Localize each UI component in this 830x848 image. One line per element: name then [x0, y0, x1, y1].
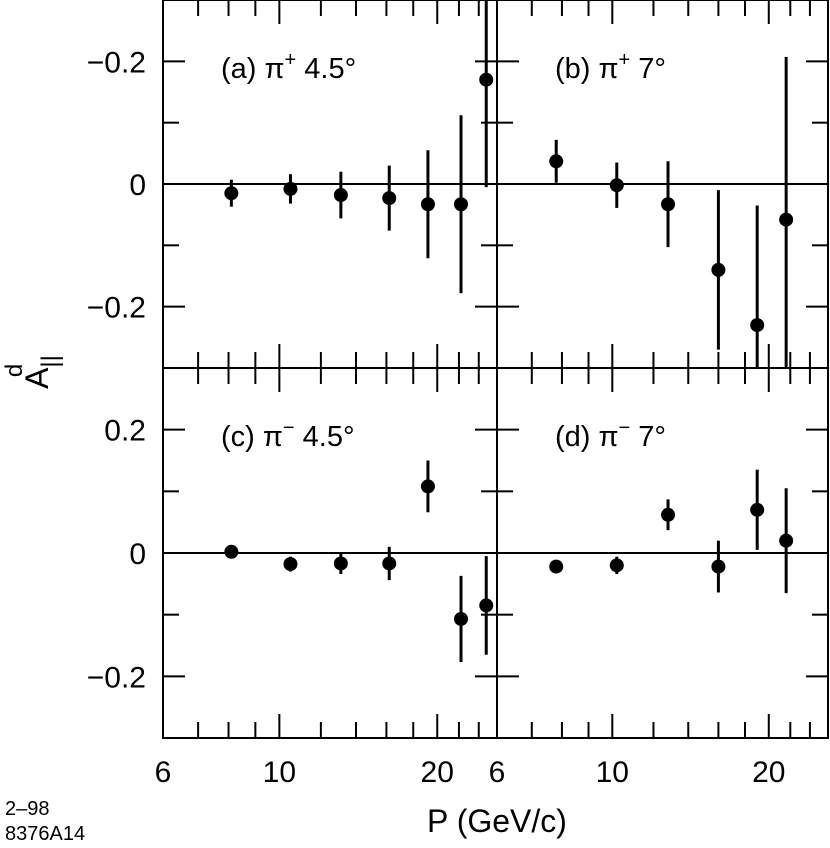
panel-label: (c) π− 4.5° [221, 417, 355, 453]
data-point [609, 178, 624, 193]
y-axis-title-sub: || [37, 355, 64, 367]
footnote-date: 2–98 [5, 798, 50, 820]
panel-label-angle: 7° [630, 421, 666, 453]
data-point [382, 191, 397, 206]
panel-label: (a) π+ 4.5° [221, 49, 356, 85]
data-point [333, 556, 348, 571]
x-tick-label: 10 [263, 756, 296, 789]
panels: −0.20−0.2 (a) π+ 4.5° (b) π+ 7°0.20−0.26 10… [87, 0, 829, 789]
panel-label-particle: π [265, 53, 285, 85]
data-points [549, 469, 794, 594]
data-point [711, 262, 726, 277]
data-point [283, 557, 298, 572]
panel-label-particle: π [263, 421, 283, 453]
y-tick-label: 0 [129, 169, 146, 202]
y-tick-label: −0.2 [87, 46, 146, 79]
data-point [420, 479, 435, 494]
data-point [750, 502, 765, 517]
data-point [382, 556, 397, 571]
data-points [549, 57, 794, 368]
data-point [420, 197, 435, 212]
data-point [479, 72, 494, 87]
y-tick-label: −0.2 [87, 292, 146, 325]
panel-label-angle: 4.5° [295, 421, 355, 453]
panel-label: (b) π+ 7° [555, 49, 666, 85]
x-tick-label: 10 [596, 756, 629, 789]
x-tick-label: 20 [421, 756, 454, 789]
panel-label-angle: 4.5° [296, 53, 356, 85]
data-point [454, 611, 469, 626]
panel-c: 0.2 0 −0.2 6 10 20 (c) π− 4.5° [87, 367, 498, 789]
panel-a: −0.2 0 −0.2 (a) π+ 4.5° [87, 0, 498, 369]
data-point [283, 181, 298, 196]
x-tick-label: 6 [155, 756, 172, 789]
panel-label-charge: + [285, 49, 297, 71]
panel-label-particle: π [599, 53, 619, 85]
panel-label-angle: 7° [630, 53, 666, 85]
panel-d: 6 10 20 (d) π− 7° [489, 367, 829, 789]
y-axis-title: A|| d [1, 355, 64, 389]
panel-label-particle: π [599, 421, 619, 453]
data-point [779, 212, 794, 227]
panel-label-prefix: (b) [555, 53, 599, 85]
data-point [549, 154, 564, 169]
y-tick-label: −0.2 [87, 661, 146, 694]
data-point [333, 188, 348, 203]
panel-label-prefix: (c) [221, 421, 263, 453]
x-tick-label: 6 [489, 756, 506, 789]
data-point [224, 544, 239, 559]
y-axis-title-sup: d [1, 364, 28, 377]
data-point [779, 533, 794, 548]
data-point [224, 186, 239, 201]
data-point [661, 197, 676, 212]
panel-label-prefix: (d) [555, 421, 599, 453]
data-point [549, 559, 564, 574]
x-axis-title: P (GeV/c) [427, 803, 567, 839]
svg-text:A||d: A|| d [1, 355, 64, 389]
x-tick-label: 20 [752, 756, 785, 789]
data-point [661, 507, 676, 522]
panel-label-charge: − [283, 417, 295, 439]
data-points [224, 460, 494, 663]
data-point [479, 598, 494, 613]
y-axis-title-main: A [19, 367, 55, 389]
data-points [224, 0, 494, 294]
y-tick-label: 0 [129, 538, 146, 571]
y-tick-label: 0.2 [104, 415, 146, 448]
panel-label: (d) π− 7° [555, 417, 666, 453]
panel-label-charge: − [619, 417, 631, 439]
panel-label-prefix: (a) [221, 53, 265, 85]
data-point [711, 559, 726, 574]
panel-b: (b) π+ 7° [496, 0, 829, 369]
data-point [454, 197, 469, 212]
panel-label-charge: + [619, 49, 631, 71]
data-point [609, 558, 624, 573]
footnote-id: 8376A14 [5, 823, 85, 845]
data-point [750, 318, 765, 333]
